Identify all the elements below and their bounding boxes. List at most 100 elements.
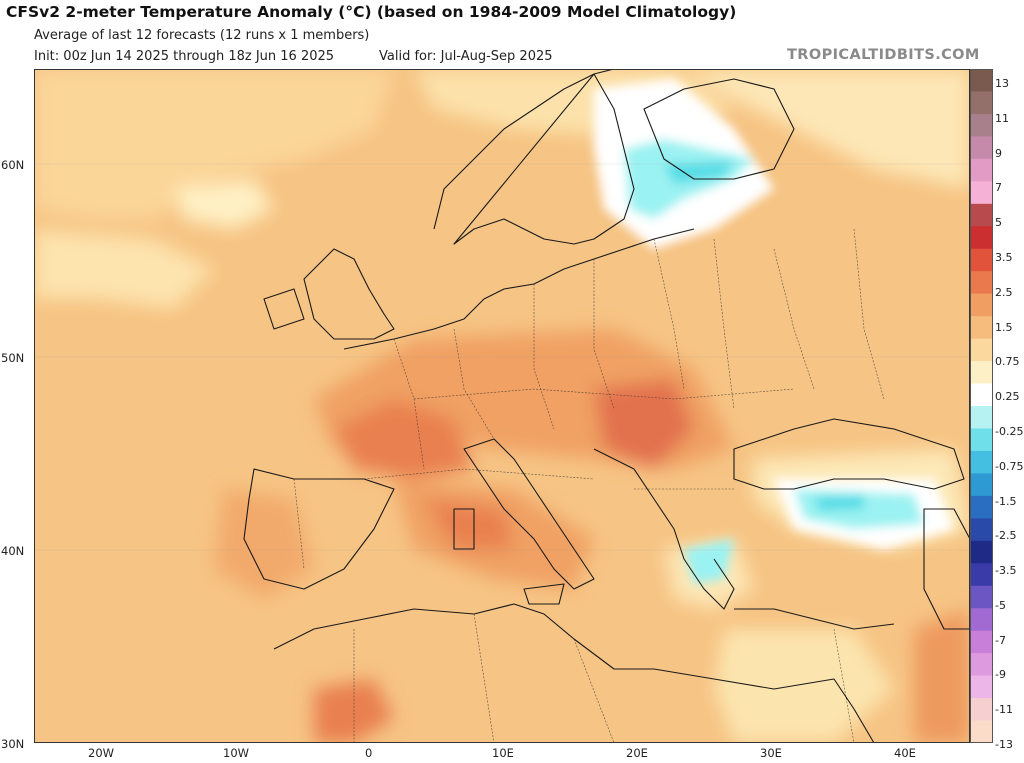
colorbar-swatch: [970, 316, 993, 340]
coast-british-isles: [263, 248, 395, 340]
warm-strong-iberia-west: [214, 489, 314, 599]
colorbar-swatch: [970, 630, 993, 654]
colorbar-label: -0.75: [995, 459, 1024, 473]
warm-light-mideast: [714, 629, 894, 743]
colorbar-swatch: [970, 406, 993, 430]
warm-light-atlantic-north: [34, 69, 394, 219]
warm-light-atlantic-band: [34, 229, 214, 309]
colorbar-label: 3.5: [995, 250, 1013, 264]
colorbar-swatch: [970, 91, 993, 115]
colorbar-label: -11: [995, 703, 1013, 717]
cool-mid-baltic: [664, 161, 734, 184]
colorbar-frame: [970, 69, 993, 743]
colorbar-label: 5: [995, 216, 1002, 230]
lon-label-20w: 20W: [88, 746, 115, 760]
colorbar-label: 11: [995, 111, 1009, 125]
lon-label-40e: 40E: [894, 746, 916, 760]
hot-hungary: [594, 379, 694, 469]
colorbar-swatch: [970, 540, 993, 564]
colorbar-swatch: [970, 248, 993, 272]
colorbar-swatch: [970, 495, 993, 519]
colorbar-swatch: [970, 473, 993, 497]
map-frame: [34, 69, 970, 743]
colorbar-swatch: [970, 720, 993, 743]
lat-label-50n: 50N: [1, 351, 25, 365]
brand-watermark: TROPICALTIDBITS.COM: [787, 47, 980, 63]
lon-label-0: 0: [365, 746, 373, 760]
colorbar-swatch: [970, 226, 993, 250]
colorbar: [970, 69, 993, 743]
warm-strong-east-africa: [914, 609, 970, 743]
coast-sicily: [523, 583, 565, 605]
cool-anomalies: [594, 79, 954, 584]
coast-finland: [643, 78, 795, 180]
hot-italy-med: [424, 499, 514, 549]
colorbar-swatch: [970, 181, 993, 205]
map-title: CFSv2 2-meter Temperature Anomaly (°C) (…: [6, 3, 737, 21]
coast-iberia: [243, 468, 395, 590]
warm-light-north-pocket: [174, 179, 274, 229]
coast-turkey-south: [734, 608, 895, 630]
colorbar-label: -7: [995, 633, 1006, 647]
coast-italy: [463, 438, 595, 590]
lon-label-30e: 30E: [760, 746, 782, 760]
coast-scandinavia: [433, 69, 635, 245]
colorbar-label: 9: [995, 146, 1002, 160]
colorbar-swatch: [970, 158, 993, 182]
anomaly-map: [34, 69, 970, 743]
lon-label-20e: 20E: [626, 746, 648, 760]
colorbar-swatch: [970, 450, 993, 474]
hot-france: [334, 399, 474, 479]
warm-light-russia-north: [684, 69, 970, 189]
colorbar-swatch: [970, 585, 993, 609]
colorbar-swatch: [970, 113, 993, 137]
colorbar-label: -3.5: [995, 564, 1017, 578]
colorbar-swatch: [970, 563, 993, 587]
colorbar-swatch: [970, 518, 993, 542]
colorbar-swatch: [970, 271, 993, 295]
colorbar-swatch: [970, 428, 993, 452]
colorbar-swatch: [970, 293, 993, 317]
colorbar-swatch: [970, 203, 993, 227]
colorbar-swatch: [970, 608, 993, 632]
colorbar-label: 1.5: [995, 320, 1013, 334]
map-subtitle: Average of last 12 forecasts (12 runs x …: [34, 28, 370, 43]
coastlines: [243, 69, 970, 743]
colorbar-label: -1.5: [995, 494, 1017, 508]
colorbar-label: -13: [995, 738, 1013, 751]
colorbar-swatch: [970, 675, 993, 699]
colorbar-swatch: [970, 136, 993, 160]
colorbar-label: 2.5: [995, 285, 1013, 299]
lat-label-40n: 40N: [1, 544, 25, 558]
colorbar-swatch: [970, 69, 993, 93]
graticule: [34, 163, 970, 551]
colorbar-label: -5: [995, 598, 1006, 612]
colorbar-swatch: [970, 361, 993, 385]
anomaly-shading: [34, 69, 970, 743]
lon-label-10w: 10W: [223, 746, 250, 760]
lat-label-60n: 60N: [1, 158, 25, 172]
init-time: Init: 00z Jun 14 2025 through 18z Jun 16…: [34, 49, 335, 64]
colorbar-label: 0.75: [995, 355, 1020, 369]
lon-label-10e: 10E: [492, 746, 514, 760]
coast-balkans: [593, 448, 735, 610]
colorbar-label: -0.25: [995, 424, 1024, 438]
colorbar-label: -2.5: [995, 529, 1017, 543]
coast-black-sea: [733, 418, 965, 490]
colorbar-swatch: [970, 653, 993, 677]
cool-light-aegean: [684, 539, 734, 584]
colorbar-swatch: [970, 338, 993, 362]
colorbar-swatch: [970, 383, 993, 407]
valid-period: Valid for: Jul-Aug-Sep 2025: [379, 49, 553, 64]
cool-mid-turkey: [814, 494, 864, 511]
colorbar-label: -9: [995, 668, 1006, 682]
colorbar-label: 0.25: [995, 390, 1020, 404]
colorbar-label: 13: [995, 77, 1009, 90]
coast-france-north: [343, 228, 695, 350]
colorbar-swatch: [970, 698, 993, 722]
country-borders: [293, 228, 885, 743]
coast-caspian: [923, 508, 970, 630]
colorbar-label: 7: [995, 181, 1002, 195]
coast-sardinia: [453, 508, 475, 550]
lat-label-30n: 30N: [1, 737, 25, 751]
